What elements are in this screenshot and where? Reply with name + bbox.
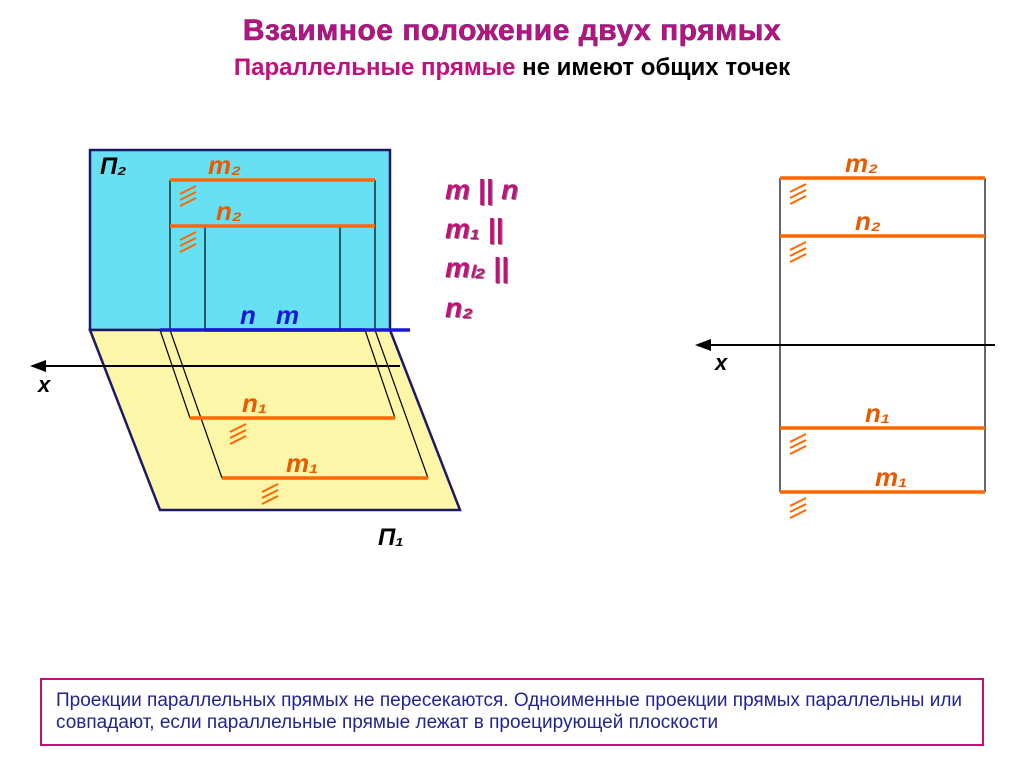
subtitle-plain: не имеют общих точек bbox=[515, 54, 790, 81]
label-m2: m₂ bbox=[208, 150, 241, 180]
subtitle: Параллельные прямые не имеют общих точек bbox=[0, 54, 1024, 82]
label-n1: n₁ bbox=[865, 398, 890, 428]
notation-line: mₗ₂ || bbox=[445, 248, 518, 287]
label-m2: m₂ bbox=[845, 150, 878, 178]
subtitle-accent: Параллельные прямые bbox=[234, 54, 516, 81]
label-x: x bbox=[714, 350, 728, 375]
label-n: n bbox=[240, 300, 256, 330]
label-n2: n₂ bbox=[855, 206, 881, 236]
plane-pi1 bbox=[90, 330, 460, 510]
label-m: m bbox=[276, 300, 299, 330]
notation-line: n₂ bbox=[445, 288, 518, 327]
footer-text: Проекции параллельных прямых не пересека… bbox=[56, 690, 962, 733]
label-n2: n₂ bbox=[216, 196, 242, 226]
notation-block: m || n m₁ || mₗ₂ || n₂ bbox=[445, 170, 518, 327]
label-pi2: П₂ bbox=[100, 153, 126, 180]
left-diagram: П₂ П₁ x m₂ n₂ n m n₁ m₁ bbox=[30, 140, 470, 640]
footer-note: Проекции параллельных прямых не пересека… bbox=[40, 678, 984, 746]
label-pi1: П₁ bbox=[378, 524, 404, 551]
hatch-icon bbox=[790, 184, 806, 518]
notation-line: m || n bbox=[445, 170, 518, 209]
notation-line: m₁ || bbox=[445, 209, 518, 248]
label-m1: m₁ bbox=[875, 462, 907, 492]
right-diagram: x m₂ n₂ n₁ m₁ bbox=[695, 150, 1015, 580]
label-m1: m₁ bbox=[286, 448, 318, 478]
title-text: Взаимное положение двух прямых bbox=[243, 14, 781, 47]
axis-arrow-icon bbox=[30, 360, 46, 372]
page-title: Взаимное положение двух прямых bbox=[0, 0, 1024, 48]
label-n1: n₁ bbox=[242, 388, 267, 418]
label-x: x bbox=[37, 372, 51, 397]
axis-arrow-icon bbox=[695, 339, 711, 351]
